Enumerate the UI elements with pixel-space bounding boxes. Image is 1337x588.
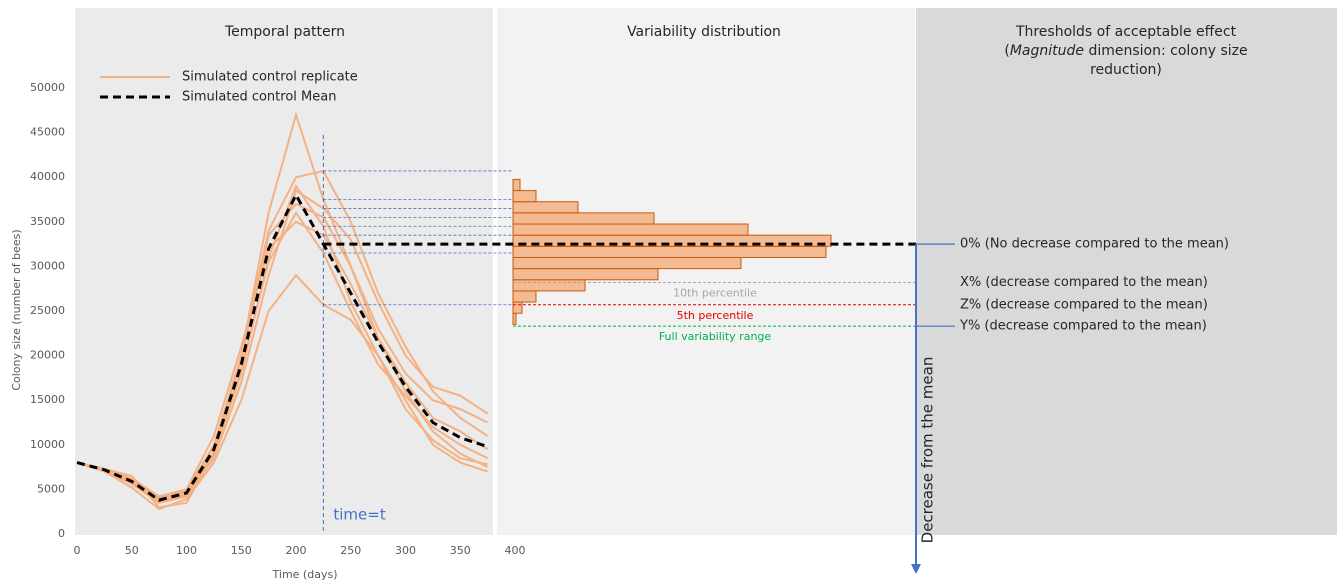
decrease-axis-label: Decrease from the mean: [919, 357, 937, 544]
y-tick-label: 45000: [30, 126, 65, 139]
legend-label: Simulated control Mean: [182, 90, 336, 105]
panel-temporal: [75, 8, 493, 535]
threshold-label: 0% (No decrease compared to the mean): [960, 237, 1229, 252]
time-label: time=t: [333, 506, 385, 524]
panel-title-part: (: [1004, 43, 1009, 59]
histogram-bar: [512, 312, 517, 325]
threshold-label: Y% (decrease compared to the mean): [959, 319, 1207, 334]
x-tick-label: 150: [231, 544, 252, 557]
panel-title-part: Magnitude: [1010, 43, 1084, 59]
x-tick-label: 250: [340, 544, 361, 557]
y-tick-label: 35000: [30, 215, 65, 228]
x-tick-label: 350: [450, 544, 471, 557]
x-tick-label: 0: [74, 544, 81, 557]
y-tick-label: 5000: [37, 482, 65, 495]
panel-thresholds: [916, 8, 1337, 535]
histogram-bar: [512, 279, 586, 292]
replicate-line: [76, 189, 489, 504]
histogram-bar: [512, 290, 537, 303]
panel-title: (Magnitude dimension: colony size: [1004, 43, 1247, 59]
replicate-line: [76, 202, 489, 501]
histogram-bar: [512, 212, 655, 225]
percentile-label: 5th percentile: [677, 309, 754, 322]
mean-line: [76, 191, 489, 502]
panel-title: Variability distribution: [627, 24, 781, 40]
y-tick-label: 25000: [30, 304, 65, 317]
x-tick-label: 300: [395, 544, 416, 557]
y-tick-label: 50000: [30, 81, 65, 94]
y-tick-label: 15000: [30, 393, 65, 406]
replicate-line: [76, 211, 489, 503]
replicate-line: [76, 273, 488, 511]
threshold-label: X% (decrease compared to the mean): [960, 275, 1208, 290]
x-tick-label: 200: [286, 544, 307, 557]
histogram-bar: [512, 223, 749, 236]
y-tick-label: 40000: [30, 170, 65, 183]
histogram-bar: [512, 268, 659, 281]
panel-title: reduction): [1090, 62, 1162, 78]
histogram-bar: [512, 201, 579, 214]
panel-title-part: dimension: colony size: [1084, 43, 1248, 59]
x-tick-label: 50: [125, 544, 139, 557]
percentile-label: Full variability range: [659, 330, 772, 343]
panel-title: Thresholds of acceptable effect: [1015, 24, 1237, 40]
y-tick-label: 10000: [30, 438, 65, 451]
panel-title-part: reduction): [1090, 62, 1162, 78]
y-axis-title: Colony size (number of bees): [10, 229, 23, 390]
y-tick-label: 30000: [30, 259, 65, 272]
x-tick-label: 100: [176, 544, 197, 557]
x-tick-label: 400: [505, 544, 526, 557]
legend-label: Simulated control replicate: [182, 70, 358, 85]
panel-title: Temporal pattern: [224, 24, 345, 40]
histogram-bar: [512, 245, 827, 258]
arrow-head: [911, 564, 921, 574]
histogram-bar: [512, 178, 521, 192]
y-tick-label: 20000: [30, 349, 65, 362]
histogram-bar: [512, 301, 523, 314]
threshold-label: Z% (decrease compared to the mean): [960, 297, 1208, 312]
percentile-label: 10th percentile: [673, 286, 757, 299]
panel-title-part: Thresholds of acceptable effect: [1015, 24, 1237, 40]
histogram-bar: [512, 190, 537, 203]
x-axis-title: Time (days): [272, 568, 338, 581]
histogram-bar: [512, 256, 742, 270]
y-tick-label: 0: [58, 527, 65, 540]
